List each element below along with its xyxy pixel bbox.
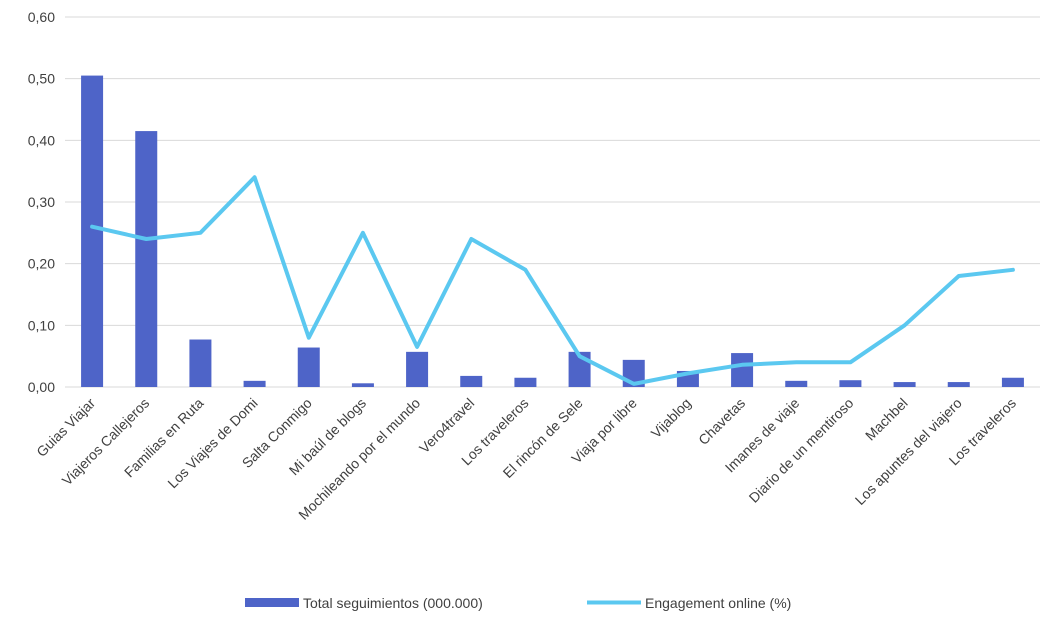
legend-label-line: Engagement online (%) <box>645 595 791 611</box>
line-series <box>90 175 1015 386</box>
gridlines <box>65 16 1040 388</box>
y-tick-label: 0,50 <box>28 71 55 87</box>
bar <box>460 375 483 387</box>
bar <box>243 380 266 387</box>
bar <box>406 351 429 387</box>
bar <box>785 380 808 387</box>
legend-swatch-bar <box>245 598 299 607</box>
bar <box>297 347 320 387</box>
bar <box>947 382 970 387</box>
x-category-label: Chavetas <box>695 395 748 448</box>
legend: Total seguimientos (000.000) Engagement … <box>245 595 791 611</box>
bar <box>351 383 374 387</box>
engagement-line <box>90 175 1015 386</box>
bar <box>839 380 862 387</box>
bar <box>731 353 754 387</box>
y-tick-label: 0,60 <box>28 9 55 25</box>
x-category-label: Los Viajes de Domi <box>164 395 260 491</box>
bar <box>514 377 537 387</box>
y-axis-ticks: 0,00 0,10 0,20 0,30 0,40 0,50 0,60 <box>28 9 55 395</box>
x-category-label: Machbel <box>862 395 911 444</box>
y-tick-label: 0,10 <box>28 317 55 333</box>
bar <box>135 131 158 387</box>
y-tick-label: 0,20 <box>28 256 55 272</box>
bar <box>189 339 212 387</box>
x-category-label: Diario de un mentiroso <box>746 395 857 506</box>
y-tick-label: 0,40 <box>28 132 55 148</box>
x-category-label: Los apuntes del viajero <box>852 395 965 508</box>
bar <box>893 382 916 387</box>
bar <box>1001 377 1024 387</box>
bar <box>81 75 104 387</box>
x-category-label: Vijablog <box>648 395 694 441</box>
legend-label-bar: Total seguimientos (000.000) <box>303 595 483 611</box>
y-tick-label: 0,30 <box>28 194 55 210</box>
y-tick-label: 0,00 <box>28 379 55 395</box>
